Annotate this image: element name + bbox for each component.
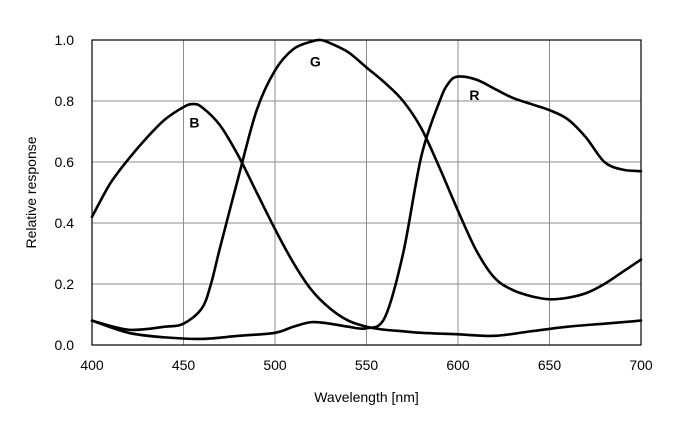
y-axis-ticks: 0.0 0.2 0.4 0.6 0.8 1.0 [55,32,75,353]
y-tick-label: 0.8 [55,93,75,109]
y-tick-label: 0.6 [55,154,75,170]
series-label-g: G [310,53,321,69]
series-line-r [90,75,643,341]
y-tick-label: 0.4 [55,215,75,231]
y-tick-label: 0.0 [55,337,75,353]
series-annotations: B G R [189,53,479,130]
x-tick-label: 450 [172,357,196,373]
x-tick-label: 550 [355,357,379,373]
y-axis-label: Relative response [23,136,39,248]
y-tick-label: 1.0 [55,32,75,48]
x-tick-label: 400 [80,357,104,373]
x-tick-label: 700 [629,357,653,373]
series-line-b [90,102,643,338]
x-axis-ticks: 400 450 500 550 600 650 700 [80,357,653,373]
series-group [90,38,643,341]
x-tick-label: 600 [446,357,470,373]
series-line-g [90,38,643,332]
plot-area-border [91,39,642,346]
series-label-r: R [469,87,479,103]
x-tick-label: 500 [263,357,287,373]
x-axis-label: Wavelength [nm] [314,389,419,405]
series-label-b: B [189,114,199,130]
y-tick-label: 0.2 [55,276,75,292]
x-tick-label: 650 [538,357,562,373]
